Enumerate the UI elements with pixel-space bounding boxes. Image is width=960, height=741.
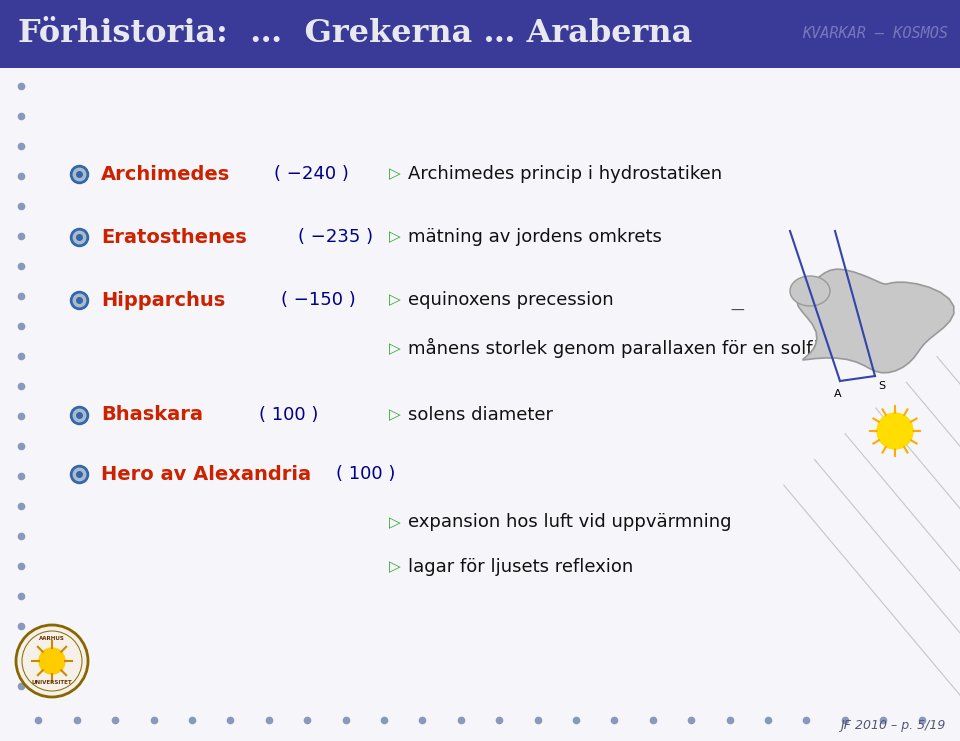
Text: —: —: [730, 304, 744, 318]
Text: ▷: ▷: [389, 341, 400, 356]
Text: lagar för ljusets reflexion: lagar för ljusets reflexion: [408, 558, 634, 576]
Text: månens storlek genom parallaxen för en solförmörkelse: månens storlek genom parallaxen för en s…: [408, 338, 913, 359]
Text: ( 100 ): ( 100 ): [336, 465, 396, 483]
Text: S: S: [878, 381, 885, 391]
Text: Bhaskara: Bhaskara: [101, 405, 203, 425]
Circle shape: [16, 625, 88, 697]
Polygon shape: [797, 269, 954, 373]
Bar: [0, 0, 960, 68]
Text: ( −235 ): ( −235 ): [298, 228, 372, 246]
Text: ( −150 ): ( −150 ): [281, 291, 356, 309]
Text: Hipparchus: Hipparchus: [101, 290, 225, 310]
Text: Archimedes: Archimedes: [101, 165, 230, 184]
Text: ▷: ▷: [389, 293, 400, 308]
Text: Eratosthenes: Eratosthenes: [101, 227, 247, 247]
Text: ▷: ▷: [389, 559, 400, 574]
Text: A: A: [834, 389, 842, 399]
Text: ( −240 ): ( −240 ): [274, 165, 348, 183]
Text: solens diameter: solens diameter: [408, 406, 553, 424]
Text: Förhistoria:  …  Grekerna … Araberna: Förhistoria: … Grekerna … Araberna: [18, 19, 692, 50]
Text: ▷: ▷: [389, 408, 400, 422]
Text: ▷: ▷: [389, 515, 400, 530]
Text: equinoxens precession: equinoxens precession: [408, 291, 613, 309]
Text: UNIVERSITET: UNIVERSITET: [32, 680, 72, 685]
Text: mätning av jordens omkrets: mätning av jordens omkrets: [408, 228, 661, 246]
Text: KVARKAR – KOSMOS: KVARKAR – KOSMOS: [802, 27, 948, 41]
Text: JF 2010 – p. 5/19: JF 2010 – p. 5/19: [840, 720, 945, 733]
Text: ( 100 ): ( 100 ): [259, 406, 319, 424]
Polygon shape: [790, 276, 830, 306]
Circle shape: [877, 413, 913, 449]
Text: AARHUS: AARHUS: [39, 637, 65, 642]
Circle shape: [39, 648, 65, 674]
Text: ▷: ▷: [389, 230, 400, 245]
Text: expansion hos luft vid uppvärmning: expansion hos luft vid uppvärmning: [408, 514, 732, 531]
Text: Archimedes princip i hydrostatiken: Archimedes princip i hydrostatiken: [408, 165, 722, 183]
Text: Hero av Alexandria: Hero av Alexandria: [101, 465, 311, 484]
Text: ▷: ▷: [389, 167, 400, 182]
